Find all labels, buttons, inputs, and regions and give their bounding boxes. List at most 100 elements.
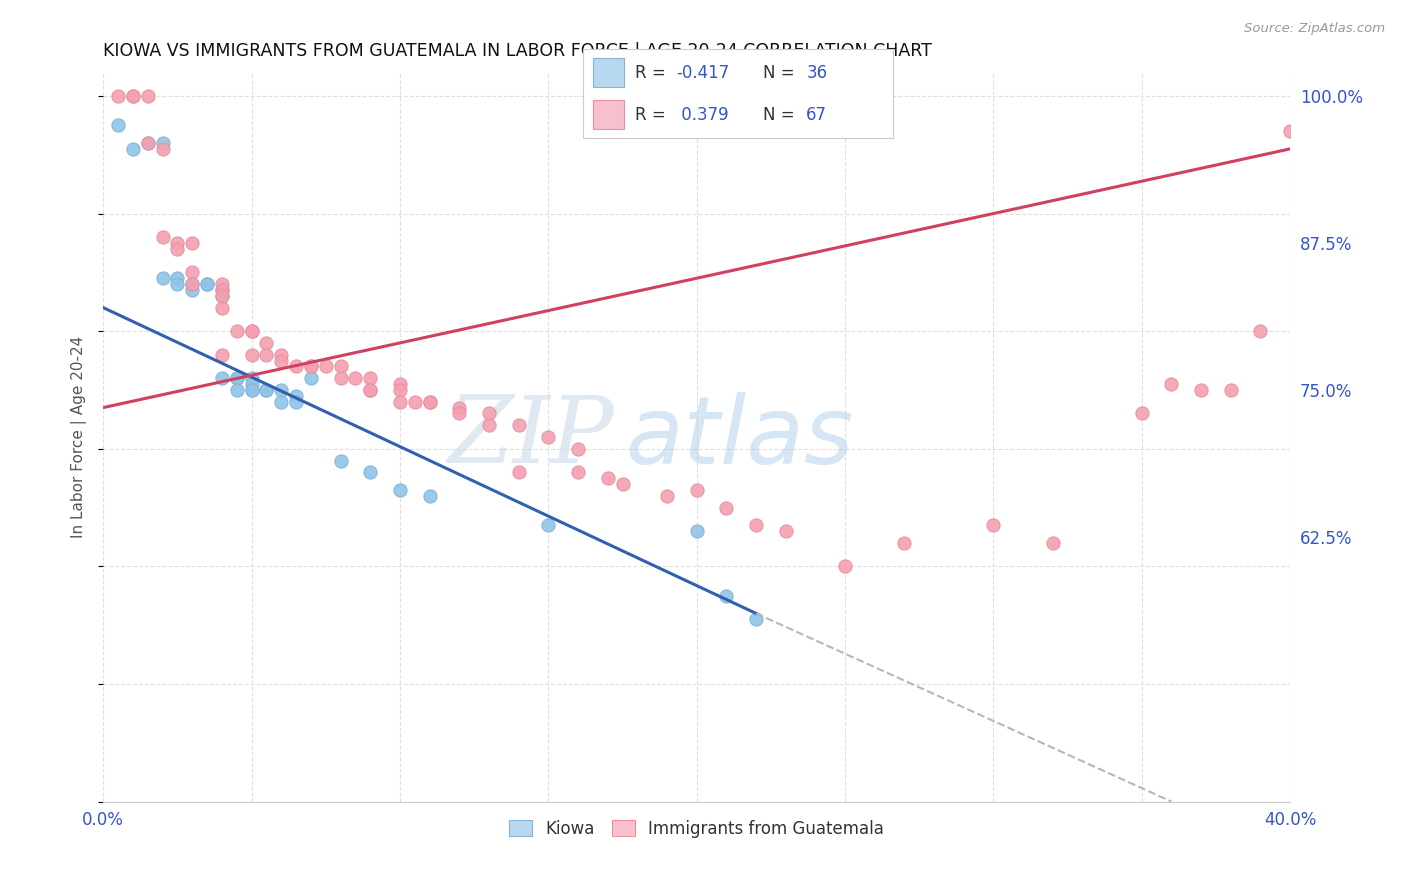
Point — [211, 348, 233, 362]
Point — [419, 394, 441, 409]
Point — [270, 353, 292, 368]
Point — [655, 489, 678, 503]
Point — [359, 383, 381, 397]
Point — [152, 230, 174, 244]
Point — [211, 289, 233, 303]
Point — [270, 348, 292, 362]
Point — [240, 383, 263, 397]
Text: 67: 67 — [806, 105, 827, 124]
Point — [1042, 536, 1064, 550]
Point — [537, 518, 560, 533]
Point — [270, 383, 292, 397]
Point — [166, 277, 188, 292]
Point — [152, 142, 174, 156]
Point — [136, 136, 159, 150]
Point — [240, 348, 263, 362]
Point — [359, 371, 381, 385]
Point — [240, 371, 263, 385]
Point — [449, 401, 471, 415]
Point — [211, 283, 233, 297]
Point — [285, 394, 308, 409]
Point — [419, 489, 441, 503]
Text: atlas: atlas — [626, 392, 853, 483]
Text: R =: R = — [634, 63, 665, 82]
Point — [983, 518, 1005, 533]
Point — [181, 277, 204, 292]
Point — [225, 324, 247, 338]
Text: 0.379: 0.379 — [676, 105, 728, 124]
Point — [152, 136, 174, 150]
Point — [240, 383, 263, 397]
Point — [181, 283, 204, 297]
Point — [329, 359, 352, 374]
Point — [508, 418, 530, 433]
Point — [107, 89, 129, 103]
Point — [122, 89, 145, 103]
Point — [181, 235, 204, 250]
Point — [449, 407, 471, 421]
Point — [686, 524, 709, 538]
Point — [775, 524, 797, 538]
Point — [359, 383, 381, 397]
Point — [211, 371, 233, 385]
Point — [240, 324, 263, 338]
Point — [166, 235, 188, 250]
Point — [181, 265, 204, 279]
Point — [315, 359, 337, 374]
Point — [567, 465, 589, 479]
Point — [254, 348, 277, 362]
Point — [1250, 324, 1272, 338]
Text: Source: ZipAtlas.com: Source: ZipAtlas.com — [1244, 22, 1385, 36]
Point — [211, 283, 233, 297]
Point — [329, 371, 352, 385]
Point — [166, 271, 188, 285]
Point — [107, 119, 129, 133]
Point — [1189, 383, 1212, 397]
Text: R =: R = — [634, 105, 665, 124]
Point — [122, 89, 145, 103]
Point — [181, 277, 204, 292]
Point — [686, 483, 709, 497]
Point — [254, 383, 277, 397]
Point — [211, 289, 233, 303]
Point — [388, 394, 411, 409]
Point — [612, 477, 634, 491]
Point — [211, 277, 233, 292]
Point — [254, 383, 277, 397]
Point — [404, 394, 426, 409]
Text: N =: N = — [763, 63, 794, 82]
Point — [299, 359, 322, 374]
Y-axis label: In Labor Force | Age 20-24: In Labor Force | Age 20-24 — [72, 336, 87, 538]
Point — [388, 383, 411, 397]
Point — [478, 418, 501, 433]
Point — [211, 301, 233, 315]
Point — [195, 277, 218, 292]
Point — [478, 407, 501, 421]
Point — [1219, 383, 1241, 397]
Point — [745, 518, 768, 533]
Point — [745, 612, 768, 626]
Point — [1130, 407, 1153, 421]
Point — [225, 371, 247, 385]
Point — [299, 359, 322, 374]
Point — [270, 394, 292, 409]
Point — [240, 324, 263, 338]
Point — [136, 136, 159, 150]
Point — [136, 89, 159, 103]
Text: N =: N = — [763, 105, 794, 124]
Point — [567, 442, 589, 456]
Point — [285, 389, 308, 403]
Point — [388, 483, 411, 497]
Point — [1279, 124, 1302, 138]
Point — [716, 589, 738, 603]
Text: 36: 36 — [806, 63, 827, 82]
Point — [195, 277, 218, 292]
Point — [508, 465, 530, 479]
Point — [329, 453, 352, 467]
Point — [166, 242, 188, 256]
Point — [716, 500, 738, 515]
Point — [537, 430, 560, 444]
Point — [122, 142, 145, 156]
Point — [299, 371, 322, 385]
Point — [225, 383, 247, 397]
